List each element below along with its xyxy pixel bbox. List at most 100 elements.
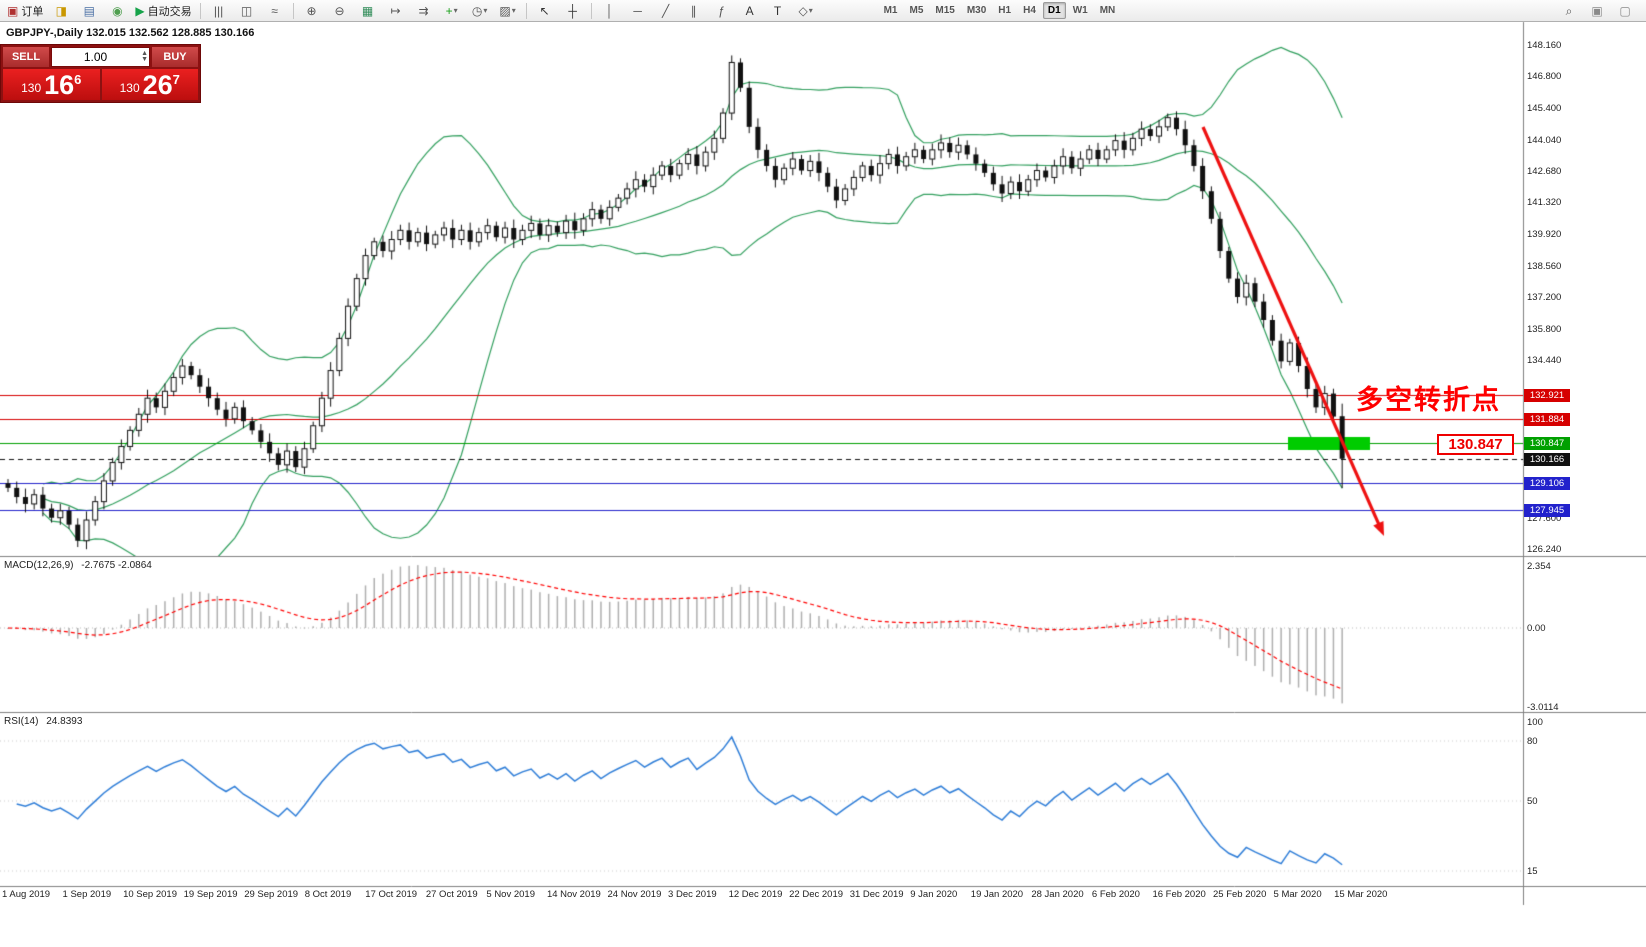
timeframe-mn[interactable]: MN [1099,5,1116,16]
date-axis-label: 15 Mar 2020 [1334,889,1388,900]
zoom-out-button-icon: ⊖ [334,3,345,18]
price-axis-label: 144.040 [1527,135,1562,146]
timeframe-d1[interactable]: D1 [1042,2,1066,19]
rsi-title: RSI(14) 24.8393 [4,716,87,727]
crosshair-button[interactable]: ┼ [560,1,586,21]
channel-button[interactable]: ∥ [681,1,707,21]
sell-price-button[interactable]: 130 16 6 [3,69,100,100]
timeframe-m15[interactable]: M15 [935,5,955,16]
volume-down-button[interactable]: ▼ [141,56,148,63]
profiles-button-icon: ◨ [55,3,68,18]
date-axis-label: 24 Nov 2019 [607,889,662,900]
zoom-out-button[interactable]: ⊖ [327,1,353,21]
timeframe-h1[interactable]: H1 [998,5,1012,16]
volume-input[interactable] [52,49,149,65]
new-chart-window-button[interactable]: ▣ [1584,1,1610,21]
sell-button[interactable]: SELL [3,47,49,67]
date-axis-label: 31 Dec 2019 [849,889,904,900]
periods-button-icon: ◷ [471,3,483,18]
timeframe-h4[interactable]: H4 [1023,5,1036,16]
turning-point-annotation[interactable]: 多空转折点 [1356,385,1501,415]
price-axis-label: 137.200 [1527,292,1562,303]
price-tag-130.847: 130.847 [1524,437,1570,450]
arrows-button[interactable]: ◇ ▾ [793,1,819,21]
templates-button[interactable]: ▨ ▾ [495,1,521,21]
timeframe-m30[interactable]: M30 [966,5,987,16]
date-axis-label: 19 Jan 2020 [970,889,1024,900]
cursor-button-icon: ↖ [539,3,550,18]
toolbar-separator [525,2,527,19]
market-watch-button-icon: ▤ [83,3,96,18]
search-button[interactable]: ⌕ [1556,1,1582,21]
date-axis-label: 22 Dec 2019 [789,889,844,900]
toolbar-separator [590,2,592,19]
new-order-button-label: 订单 [21,5,44,18]
date-axis-label: 9 Jan 2020 [910,889,958,900]
auto-scroll-button[interactable]: ↦ [383,1,409,21]
text-button-icon: A [745,3,754,18]
new-order-button[interactable]: ▣ 订单 [4,1,46,21]
auto-trading-button[interactable]: ▶ 自动交易 [132,1,194,21]
vertical-line-button[interactable]: │ [597,1,623,21]
navigator-button[interactable]: ◉ [104,1,130,21]
date-axis-label: 29 Sep 2019 [244,889,299,900]
bar-chart-button[interactable]: ||| [206,1,232,21]
timeframe-w1[interactable]: W1 [1072,5,1088,16]
toolbar: ▣ 订单 ◨ ▤ ◉ ▶ 自动交易 ||| ◫ ≈ ⊕ ⊖ ▦ ↦ ⇉ + ▾ ◷ ▾ ▨ ▾ ↖ ┼ │ ─ ╱ ∥ ƒ A T ◇ ▾ M1… [0,0,1646,22]
profiles-button[interactable]: ◨ [48,1,74,21]
volume-up-button[interactable]: ▲ [141,50,148,57]
fibonacci-button[interactable]: ƒ [709,1,735,21]
date-axis-label: 19 Sep 2019 [183,889,238,900]
chevron-down-icon: ▾ [808,6,813,15]
line-chart-button-icon: ≈ [271,3,278,18]
toolbar-right-group: ⌕ ▣ ▢ [1555,1,1639,21]
buy-price-big: 26 [142,70,173,100]
market-watch-button[interactable]: ▤ [76,1,102,21]
price-tag-127.945: 127.945 [1524,504,1570,517]
timeframe-group: M1 M5 M15 M30 H1 H4 D1 W1 MN [878,2,1122,19]
volume-box: ▲ ▼ [51,47,150,67]
chart-shift-button[interactable]: ⇉ [411,1,437,21]
chevron-down-icon: ▾ [483,6,488,15]
chevron-down-icon: ▾ [453,6,458,15]
text-label-button[interactable]: T [765,1,791,21]
indicators-button[interactable]: + ▾ [439,1,465,21]
zoom-in-button[interactable]: ⊕ [299,1,325,21]
symbol-info: GBPJPY-,Daily 132.015 132.562 128.885 13… [6,27,255,39]
chart-shift-button-icon: ⇉ [418,3,429,18]
crosshair-button-icon: ┼ [568,3,577,18]
rsi-axis-label: 80 [1527,736,1538,747]
price-axis-label: 135.800 [1527,324,1562,335]
sell-price-sup: 6 [74,72,82,87]
candlestick-chart-button[interactable]: ◫ [234,1,260,21]
tile-windows-button[interactable]: ▦ [355,1,381,21]
price-axis-label: 141.320 [1527,197,1562,208]
trendline-button[interactable]: ╱ [653,1,679,21]
bar-chart-button-icon: ||| [213,3,224,18]
rsi-label: RSI(14) [4,716,39,727]
price-callout-label[interactable]: 130.847 [1437,434,1514,455]
line-chart-button[interactable]: ≈ [262,1,288,21]
buy-button[interactable]: BUY [152,47,198,67]
periods-button[interactable]: ◷ ▾ [467,1,493,21]
buy-price-sup: 7 [172,72,180,87]
timeframe-m1[interactable]: M1 [883,5,898,16]
date-axis-label: 5 Mar 2020 [1273,889,1322,900]
horizontal-line-button[interactable]: ─ [625,1,651,21]
window-list-button[interactable]: ▢ [1612,1,1638,21]
horizontal-line-button-icon: ─ [633,3,642,18]
date-axis-label: 17 Oct 2019 [365,889,418,900]
sell-price-big: 16 [44,70,75,100]
timeframe-m5[interactable]: M5 [909,5,924,16]
auto-trading-button-icon: ▶ [135,3,145,18]
date-axis-label: 3 Dec 2019 [668,889,717,900]
auto-scroll-button-icon: ↦ [390,3,401,18]
buy-price-button[interactable]: 130 26 7 [101,69,198,100]
text-button[interactable]: A [737,1,763,21]
cursor-button[interactable]: ↖ [532,1,558,21]
date-axis-label: 1 Sep 2019 [62,889,112,900]
date-axis-label: 16 Feb 2020 [1152,889,1206,900]
trendline-button-icon: ╱ [661,3,670,18]
candlestick-chart-button-icon: ◫ [240,3,253,18]
